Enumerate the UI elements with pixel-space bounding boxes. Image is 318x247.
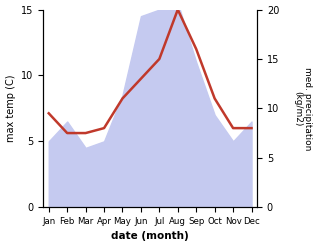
Y-axis label: max temp (C): max temp (C)	[5, 75, 16, 142]
X-axis label: date (month): date (month)	[111, 231, 189, 242]
Y-axis label: med. precipitation
(kg/m2): med. precipitation (kg/m2)	[293, 67, 313, 150]
